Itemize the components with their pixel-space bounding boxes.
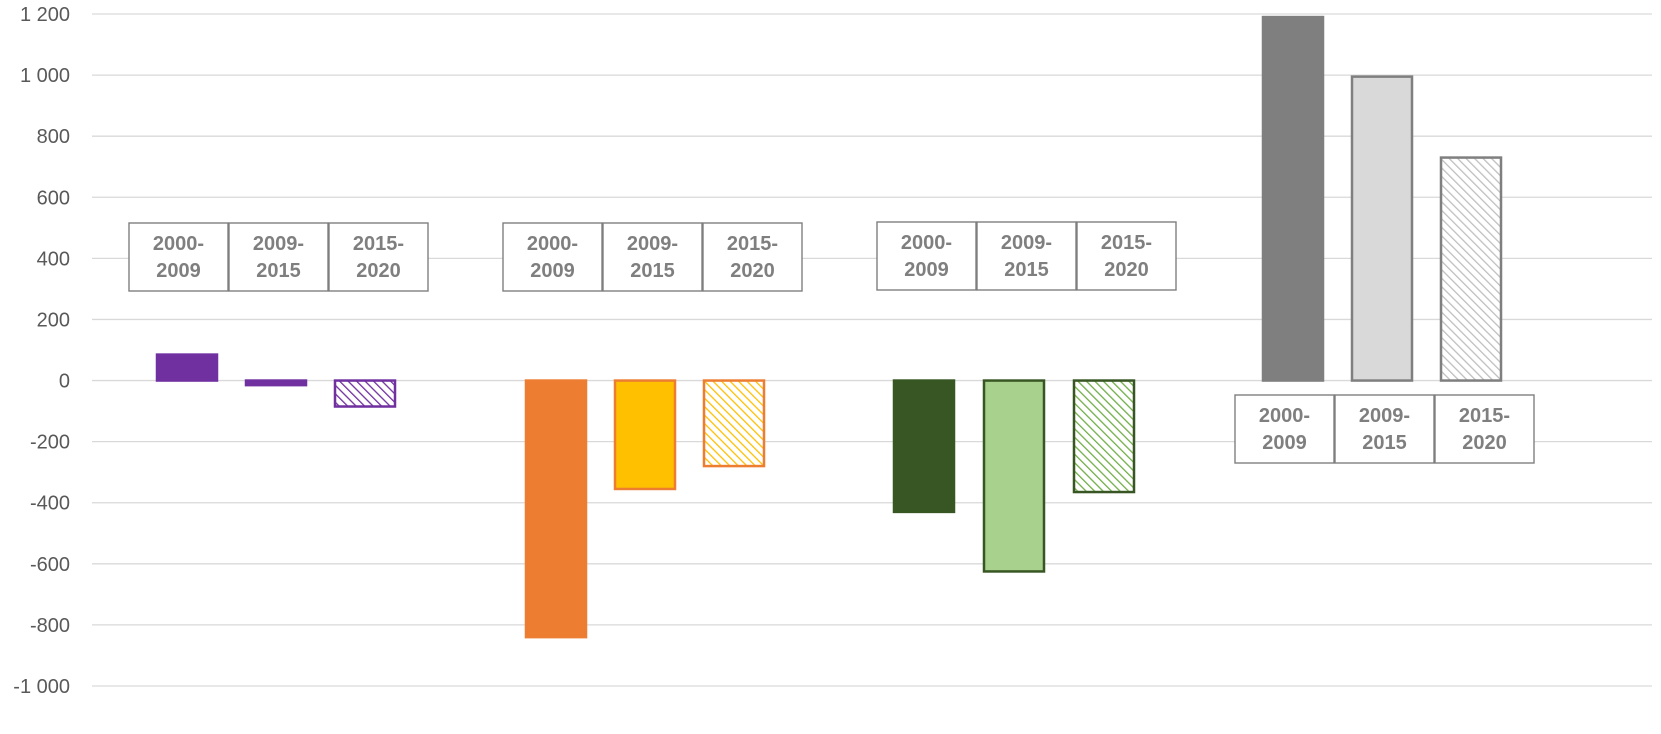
period-label-line1: 2009-: [1001, 232, 1052, 254]
gridlines: [92, 13, 1652, 687]
bar-2009-2015: [613, 379, 677, 491]
period-label-box: 2000- 2009: [128, 222, 229, 292]
period-label-line2: 2015: [1362, 432, 1407, 454]
y-tick-label: -1 000: [13, 676, 70, 698]
period-label-line2: 2009: [1262, 432, 1307, 454]
period-label-line1: 2009-: [253, 233, 304, 255]
period-label-line1: 2000-: [1259, 405, 1310, 427]
period-labels: 2000- 2009 2009- 2015 2015- 2020 2000- 2009 2009…: [128, 221, 1535, 464]
period-label-box: 2009- 2015: [976, 221, 1077, 291]
period-label-line2: 2020: [356, 260, 401, 282]
period-label-line1: 2009-: [627, 233, 678, 255]
period-label-line2: 2015: [256, 260, 301, 282]
period-label-line1: 2000-: [901, 232, 952, 254]
bar-2015-2020: [1072, 379, 1136, 494]
period-label-line1: 2015-: [1101, 232, 1152, 254]
bars: [155, 15, 1503, 639]
y-axis: 1 200 1 000 800 600 400 200 0 -200 -400 -600 -800 -…: [13, 4, 70, 698]
bar-2000-2009: [524, 379, 588, 639]
y-tick-label: -800: [30, 615, 70, 637]
period-label-line2: 2020: [1462, 432, 1507, 454]
period-label-box: 2000- 2009: [502, 222, 603, 292]
bar-2000-2009: [1261, 15, 1325, 382]
bar-2009-2015: [244, 379, 308, 387]
period-label-line2: 2020: [1104, 259, 1149, 281]
bar-2015-2020: [702, 379, 766, 468]
period-label-line2: 2020: [730, 260, 775, 282]
bar-2000-2009: [155, 353, 219, 382]
period-label-line1: 2000-: [153, 233, 204, 255]
y-tick-label: -200: [30, 432, 70, 454]
y-tick-label: 800: [37, 126, 70, 148]
period-label-box: 2000- 2009: [876, 221, 977, 291]
y-tick-label: 600: [37, 187, 70, 209]
period-label-box: 2015- 2020: [328, 222, 429, 292]
period-label-line1: 2015-: [353, 233, 404, 255]
period-label-line1: 2009-: [1359, 405, 1410, 427]
bar-2009-2015: [1350, 75, 1414, 382]
y-tick-label: 1 200: [20, 4, 70, 26]
period-label-box: 2015- 2020: [702, 222, 803, 292]
y-tick-label: 0: [59, 371, 70, 393]
period-label-line2: 2009: [904, 259, 949, 281]
bar-2009-2015: [982, 379, 1046, 573]
period-label-box: 2015- 2020: [1076, 221, 1177, 291]
bar-2000-2009: [892, 379, 956, 514]
period-label-line1: 2015-: [727, 233, 778, 255]
period-label-line1: 2015-: [1459, 405, 1510, 427]
y-tick-label: -400: [30, 493, 70, 515]
y-tick-label: 200: [37, 309, 70, 331]
y-tick-label: 1 000: [20, 65, 70, 87]
period-label-box: 2009- 2015: [1334, 394, 1435, 464]
y-tick-label: 400: [37, 248, 70, 270]
period-label-line2: 2015: [1004, 259, 1049, 281]
period-label-box: 2000- 2009: [1234, 394, 1335, 464]
period-label-box: 2015- 2020: [1434, 394, 1535, 464]
period-label-line2: 2015: [630, 260, 675, 282]
y-tick-label: -600: [30, 554, 70, 576]
bar-2015-2020: [333, 379, 397, 408]
period-label-box: 2009- 2015: [228, 222, 329, 292]
period-label-line1: 2000-: [527, 233, 578, 255]
period-label-line2: 2009: [156, 260, 201, 282]
period-label-line2: 2009: [530, 260, 575, 282]
bar-2015-2020: [1439, 156, 1503, 382]
period-label-box: 2009- 2015: [602, 222, 703, 292]
